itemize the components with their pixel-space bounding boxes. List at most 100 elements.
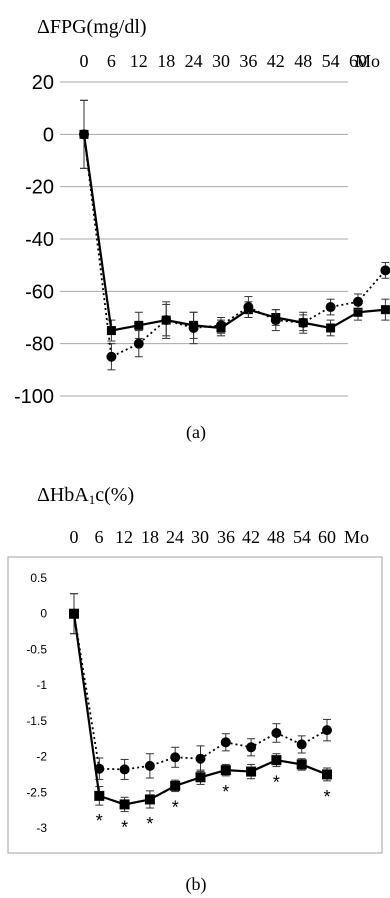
chart-a-x-tick-label: 24 [185,51,203,71]
chart-b-y-tick-label: -3 [36,821,47,835]
chart-b-significance-marker: * [96,811,103,831]
chart-b-series-0-point [246,766,257,777]
chart-b-ylabel-sub: 1 [89,492,96,507]
chart-a-series-0-point [353,307,363,317]
chart-b-significance-marker: * [146,814,153,834]
chart-a-x-tick-label: 18 [157,51,175,71]
chart-a-y-tick-label: -20 [25,177,54,199]
chart-b-x-tick-label: 24 [166,527,184,547]
chart-b-y-ticks: 0.5 0 -0.5 -1 -1.5 -2 -2.5 -3 [26,571,47,835]
chart-a-y-tick-label: -80 [25,334,54,356]
chart-b-x-tick-label: 48 [267,527,285,547]
chart-b-panel-label: (b) [186,874,207,895]
chart-b-plot-frame [7,556,383,854]
chart-a-series-1-point [270,315,281,326]
chart-a-x-ticks: 0 6 12 18 24 30 36 42 48 54 60 [80,51,368,71]
chart-a-y-tick-label: -100 [14,386,54,408]
chart-a-x-tick-label: 0 [80,51,89,71]
chart-a-x-tick-label: 60 [349,51,367,71]
chart-b-series-0-point [119,799,130,810]
chart-b-significance-marker: * [222,782,229,802]
chart-b-y-tick-label: -1 [36,678,47,692]
chart-b-series-0-point [322,769,332,780]
chart-b-significance-marker: * [323,787,330,807]
chart-b-ylabel-end: c(%) [95,484,134,506]
chart-b-ylabel: ΔHbA1c(%) [37,484,134,507]
chart-a-series-1-point [106,351,117,362]
chart-b-series [69,593,332,813]
chart-a-series-1-point [380,265,390,276]
chart-a-series-1-point [133,338,144,349]
chart-a-y-tick-label: -60 [25,281,54,303]
chart-a-x-tick-label: 12 [130,51,148,71]
chart-b-x-tick-label: 12 [115,527,133,547]
chart-b-y-tick-label: 0.5 [30,571,47,585]
chart-b-series-1-point [170,752,181,763]
chart-b-y-tick-label: -1.5 [26,714,47,728]
chart-b-significance-marker: * [172,798,179,818]
chart-a-y-tick-label: 20 [32,72,54,94]
chart-a-panel-label: (a) [186,422,206,443]
chart-a-series-0-point [106,326,116,336]
chart-b-y-tick-label: -0.5 [26,642,47,656]
chart-a-y-ticks: 20 0 -20 -40 -60 -80 -100 [14,72,54,408]
chart-a-ylabel: ΔFPG(mg/dl) [37,16,147,38]
chart-b-ylabel-main: ΔHbA [37,484,89,506]
chart-a-series-0-point [380,305,390,315]
chart-a-grid [60,81,348,397]
chart-b-series-1-point [220,737,231,748]
chart-a-series-1-point [298,317,309,328]
chart-b-series-0-point [170,780,181,791]
chart-b-series-0-point [271,755,282,766]
chart-b-x-tick-label: 30 [191,527,209,547]
chart-a-series [79,99,390,371]
chart-b-series-1-point [119,764,130,775]
chart-a-series-1-point [353,296,363,307]
chart-b-series-1-point [271,728,282,738]
chart-b-y-tick-label: 0 [40,607,47,621]
chart-b-significance-marker: * [273,773,280,793]
chart-b-x-tick-label: 18 [141,527,159,547]
chart-b-x-tick-label: 6 [95,527,104,547]
chart-a-series-1-point [243,302,254,313]
chart-b-x-tick-label: 36 [217,527,235,547]
chart-a-series-0-line [82,134,386,332]
chart-b-annotations: * * * * * * * [96,773,331,838]
chart-b-significance-marker: * [121,818,128,838]
chart-a-x-tick-label: 6 [107,51,116,71]
chart-a: ΔFPG(mg/dl) 0 6 12 18 24 30 36 42 48 54 60 Mo 200-… [14,16,390,443]
chart-b-x-tick-label: 60 [318,527,336,547]
chart-a-x-tick-label: 30 [212,51,230,71]
chart-a-x-tick-label: 54 [322,51,340,71]
chart-a-x-tick-label: 48 [294,51,312,71]
chart-b: ΔHbA1c(%) 0 6 12 18 24 30 36 42 48 54 60 Mo 0.50-0… [7,484,383,895]
chart-b-series-0-point [220,765,231,776]
chart-a-y-tick-label: 0 [43,124,54,146]
chart-b-series-1-point [144,760,155,771]
chart-b-series-1-point [246,742,257,753]
chart-a-series-0-point [326,323,336,333]
chart-a-series-1-point [325,302,336,313]
chart-b-y-tick-label: -2 [36,750,47,764]
chart-b-x-tick-label: 42 [242,527,260,547]
chart-b-series-1-point [296,739,307,750]
chart-a-series-1-point [161,315,172,326]
chart-b-series-1-point [195,753,206,764]
chart-b-series-1-point [322,725,332,736]
chart-a-series-1-point [79,129,89,140]
chart-b-y-tick-label: -2.5 [26,785,47,799]
chart-a-series-0-point [134,320,144,330]
chart-a-series-1-point [216,320,226,331]
chart-b-series-0-point [195,772,206,783]
chart-b-x-ticks: 0 6 12 18 24 30 36 42 48 54 60 [70,527,337,547]
chart-b-x-tick-label: 0 [70,527,79,547]
chart-b-series-0-point [296,759,307,770]
chart-b-xlabel: Mo [344,527,369,547]
chart-a-series-1-point [188,322,199,333]
chart-a-x-tick-label: 36 [239,51,257,71]
chart-a-y-tick-label: -40 [25,229,54,251]
chart-b-series-0-point [69,608,79,619]
chart-b-series-0-point [144,794,155,805]
chart-a-x-tick-label: 42 [267,51,285,71]
